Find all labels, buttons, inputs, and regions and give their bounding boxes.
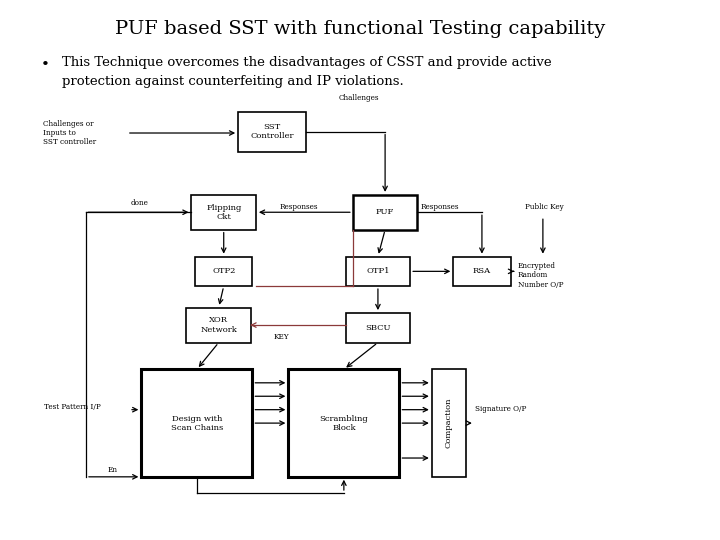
Text: Challenges or
Inputs to
SST controller: Challenges or Inputs to SST controller [43, 120, 96, 146]
FancyBboxPatch shape [432, 369, 466, 477]
Text: This Technique overcomes the disadvantages of CSST and provide active: This Technique overcomes the disadvantag… [63, 56, 552, 69]
Text: •: • [41, 58, 50, 72]
Text: Design with
Scan Chains: Design with Scan Chains [171, 415, 223, 431]
Text: PUF: PUF [376, 208, 395, 216]
FancyBboxPatch shape [141, 369, 253, 477]
FancyBboxPatch shape [346, 256, 410, 286]
Text: OTP2: OTP2 [212, 267, 235, 275]
Text: OTP1: OTP1 [366, 267, 390, 275]
FancyBboxPatch shape [453, 256, 510, 286]
Text: XOR
Network: XOR Network [200, 316, 237, 334]
Text: Signature O/P: Signature O/P [474, 404, 526, 413]
Text: En: En [107, 466, 117, 474]
Text: Compaction: Compaction [445, 398, 453, 448]
Text: SST
Controller: SST Controller [251, 123, 294, 140]
FancyBboxPatch shape [186, 308, 251, 342]
Text: protection against counterfeiting and IP violations.: protection against counterfeiting and IP… [63, 75, 404, 88]
Text: Responses: Responses [421, 202, 459, 211]
Text: KEY: KEY [274, 333, 289, 341]
Text: SBCU: SBCU [365, 324, 391, 332]
Text: Public Key: Public Key [525, 202, 564, 211]
Text: Challenges: Challenges [338, 94, 379, 102]
Text: done: done [130, 199, 148, 207]
Text: PUF based SST with functional Testing capability: PUF based SST with functional Testing ca… [115, 20, 605, 38]
Text: RSA: RSA [473, 267, 491, 275]
Text: Flipping
Ckt: Flipping Ckt [206, 204, 241, 221]
FancyBboxPatch shape [195, 256, 253, 286]
Text: Scrambling
Block: Scrambling Block [320, 415, 368, 431]
FancyBboxPatch shape [238, 112, 306, 152]
FancyBboxPatch shape [346, 313, 410, 342]
Text: Test Pattern I/P: Test Pattern I/P [45, 403, 102, 411]
FancyBboxPatch shape [192, 195, 256, 230]
FancyBboxPatch shape [353, 195, 418, 230]
Text: Encrypted
Random
Number O/P: Encrypted Random Number O/P [518, 262, 563, 288]
Text: Responses: Responses [279, 202, 318, 211]
FancyBboxPatch shape [288, 369, 400, 477]
